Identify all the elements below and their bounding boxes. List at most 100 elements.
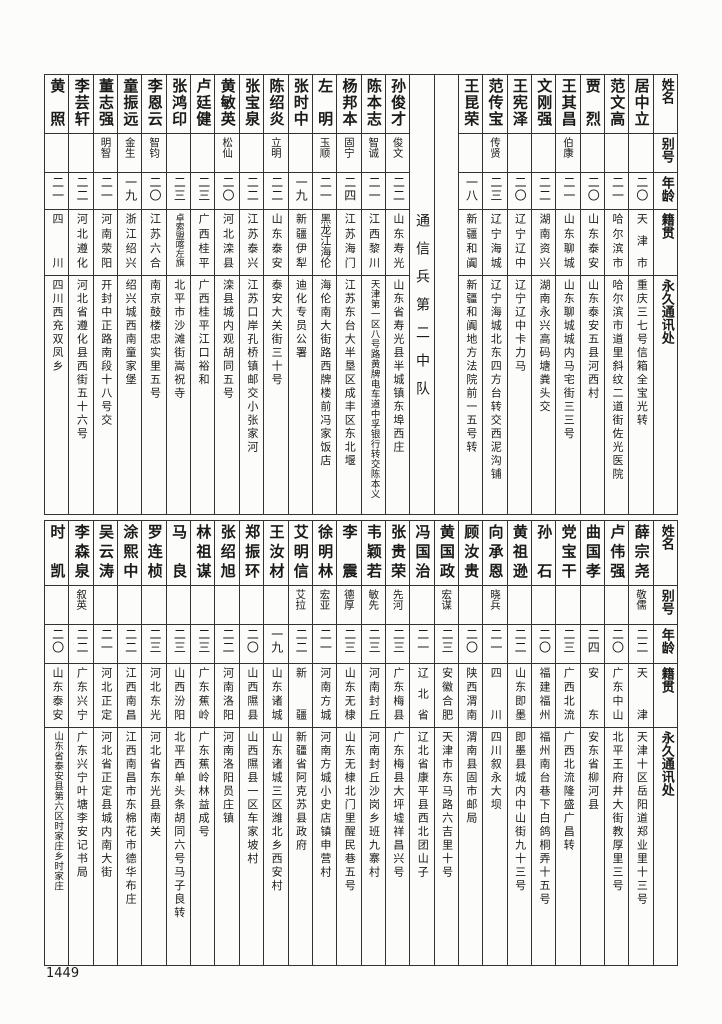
person-age: 二三 — [360, 624, 386, 664]
person-age: 二〇 — [603, 624, 630, 664]
person-address: 河南方城小史店镇申营村 — [311, 727, 338, 966]
person-alias: 智诚 — [360, 133, 386, 174]
person-address: 哈尔滨市道里斜纹二道街佐光医院 — [603, 274, 630, 516]
person-name: 韦颖若 — [360, 520, 386, 586]
person-native: 陕西渭南 — [457, 663, 484, 728]
person-name: 罗连桢 — [141, 520, 167, 586]
person-age: 二三 — [165, 624, 192, 664]
header-age: 年龄 — [652, 172, 679, 210]
person-age: 二一 — [409, 624, 435, 664]
person-age: 二〇 — [238, 624, 265, 664]
person-alias — [190, 133, 216, 174]
person-native: 山西汾阳 — [165, 663, 192, 728]
person-native: 安徽合肥 — [433, 663, 459, 728]
row-alias: 别号 敬儒 晓兵 宏谋 先河 敏先 德厚 宏亚 艾拉 叙英 — [43, 585, 679, 625]
person-name: 徐明林 — [311, 520, 338, 586]
person-address: 南京鼓楼忠实里五号 — [141, 274, 167, 516]
header-alias: 别号 — [652, 133, 679, 174]
person-alias: 金生 — [117, 133, 143, 174]
person-native: 黑龙江海伦 — [311, 208, 338, 276]
person-name: 艾明信 — [287, 520, 313, 586]
person-alias — [92, 585, 119, 625]
person-native: 福建福州 — [530, 663, 557, 728]
person-name: 董志强 — [92, 73, 119, 135]
person-age: 二三 — [384, 624, 411, 664]
person-native: 山东无棣 — [336, 663, 362, 728]
person-address: 江苏东台大半垦区成丰区东北堰 — [336, 274, 362, 516]
person-age: 二二 — [506, 624, 532, 664]
person-native: 山东泰安 — [579, 208, 605, 276]
person-address: 山东诸城三区潍北乡西安村 — [263, 727, 289, 966]
person-name: 黄国政 — [433, 520, 459, 586]
person-alias — [506, 133, 532, 174]
person-name: 卢伟强 — [603, 520, 630, 586]
person-age: 二二 — [238, 172, 265, 210]
person-native: 山东寿光 — [384, 208, 411, 276]
person-age: 二四 — [336, 172, 362, 210]
person-address: 辽北省康平县西北团山子 — [409, 727, 435, 966]
person-alias — [165, 585, 192, 625]
person-alias — [238, 133, 265, 174]
person-address: 北平西单头条胡同六号马子良转 — [165, 727, 192, 966]
person-age: 一九 — [287, 172, 313, 210]
person-native: 天津市 — [628, 208, 654, 276]
person-native: 山东即墨 — [506, 663, 532, 728]
person-address: 山东聊城城内马宅街三三号 — [555, 274, 581, 516]
person-age: 一九 — [117, 172, 143, 210]
person-alias — [409, 585, 435, 625]
person-native: 江苏海门 — [336, 208, 362, 276]
person-native: 河南封丘 — [360, 663, 386, 728]
person-address: 北平王府井大街教厚里三号 — [603, 727, 630, 966]
header-native: 籍贯 — [652, 208, 679, 276]
person-alias — [603, 133, 630, 174]
person-address: 河北省正定县城内南大街 — [92, 727, 119, 966]
person-age: 二三 — [555, 624, 581, 664]
person-name: 郑振环 — [238, 520, 265, 586]
person-native: 广东蕉岭 — [190, 663, 216, 728]
person-address: 海伦南大街路西牌楼前冯家饭店 — [311, 274, 338, 516]
person-address: 天津十区岳阳道郑业里十三号 — [628, 727, 654, 966]
person-alias — [43, 133, 70, 174]
person-name: 黄照 — [43, 73, 70, 135]
person-name: 王宪泽 — [506, 73, 532, 135]
person-address: 即墨县城内中山街九十三号 — [506, 727, 532, 966]
blank-column — [433, 74, 459, 515]
person-address: 广东梅县大坪墟祥昌兴号 — [384, 727, 411, 966]
person-age: 二二 — [287, 624, 313, 664]
person-name: 时凯 — [43, 520, 70, 586]
person-name: 张宝泉 — [238, 73, 265, 135]
person-age: 二二 — [117, 624, 143, 664]
person-age: 二〇 — [43, 624, 70, 664]
person-native: 辽宁海城 — [482, 208, 508, 276]
person-name: 童振远 — [117, 73, 143, 135]
person-address: 辽宁海城北东四方台转交西泥沟铺 — [482, 274, 508, 516]
person-name: 卢廷健 — [190, 73, 216, 135]
person-address: 安东省柳河县 — [579, 727, 605, 966]
header-native: 籍贯 — [652, 663, 679, 728]
person-age: 二一 — [311, 172, 338, 210]
person-address: 开封中正路南段十八号交 — [92, 274, 119, 516]
person-name: 王昆荣 — [457, 73, 484, 135]
person-age: 二一 — [555, 172, 581, 210]
person-name: 李恩云 — [141, 73, 167, 135]
person-age: 二一 — [482, 624, 508, 664]
person-alias: 德厚 — [336, 585, 362, 625]
person-alias: 立明 — [263, 133, 289, 174]
row-name: 姓名 居中立 范文高 贾烈 王其昌 文刚强 王宪泽 范传宝 王昆荣 通信兵第二中队 孙俊才 陈本志 杨邦… — [43, 73, 679, 515]
person-name: 张贵荣 — [384, 520, 411, 586]
person-age: 二一 — [43, 172, 70, 210]
person-name: 冯国治 — [409, 520, 435, 586]
unit-label: 通信兵第二中队 — [413, 213, 430, 409]
person-age: 二〇 — [457, 624, 484, 664]
person-age: 二一 — [603, 172, 630, 210]
person-native: 辽北省 — [409, 663, 435, 728]
person-age: 二〇 — [530, 624, 557, 664]
person-address: 四川西充双凤乡 — [43, 274, 70, 516]
person-age: 二〇 — [628, 172, 654, 210]
row-alias: 别号 伯康 传贤 俊文 智诚 固宁 玉顺 立明 松仙 智钧 金生 明智 — [43, 133, 679, 174]
person-alias: 智钧 — [141, 133, 167, 174]
person-name: 陈本志 — [360, 73, 386, 135]
person-native: 浙江绍兴 — [117, 208, 143, 276]
person-name: 陈绍炎 — [263, 73, 289, 135]
person-alias: 传贤 — [482, 133, 508, 174]
